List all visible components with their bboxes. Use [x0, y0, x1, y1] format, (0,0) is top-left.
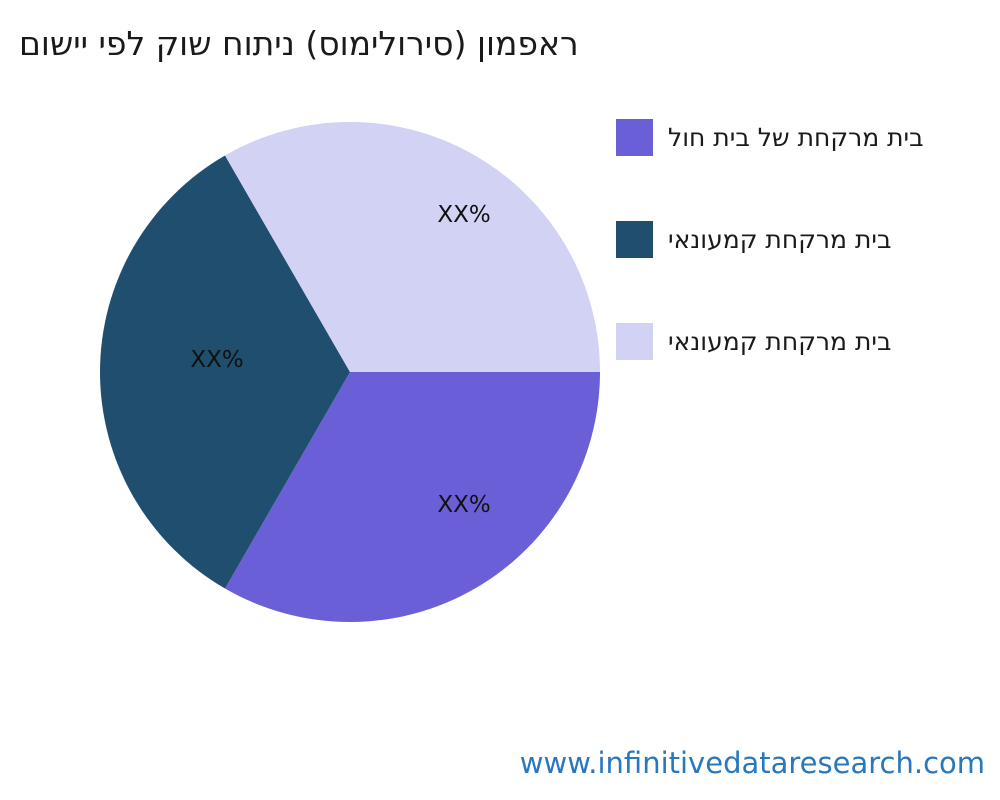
chart-title: ראפמון (סירולימוס) ניתוח שוק לפי יישום	[19, 24, 579, 63]
legend-swatch-retail-pharmacy	[616, 221, 653, 258]
legend-label-retail-pharmacy-2: בית מרקחת קמעונאי	[668, 327, 892, 356]
pie-percentage-label-hospital-pharmacy: XX%	[437, 492, 490, 518]
pie-slice-retail-pharmacy-2	[225, 122, 600, 372]
legend-swatch-hospital-pharmacy	[616, 119, 653, 156]
legend-label-retail-pharmacy: בית מרקחת קמעונאי	[668, 225, 892, 254]
legend: בית מרקחת של בית חול בית מרקחת קמעונאי ב…	[616, 119, 924, 360]
legend-item-retail-pharmacy: בית מרקחת קמעונאי	[616, 221, 924, 258]
pie-slice-retail-pharmacy	[100, 155, 350, 589]
pie-percentage-label-retail-pharmacy: XX%	[190, 347, 243, 373]
legend-item-hospital-pharmacy: בית מרקחת של בית חול	[616, 119, 924, 156]
legend-label-hospital-pharmacy: בית מרקחת של בית חול	[668, 123, 924, 152]
pie-percentage-label-retail-pharmacy-2: XX%	[437, 202, 490, 228]
legend-swatch-retail-pharmacy-2	[616, 323, 653, 360]
pie-slice-hospital-pharmacy	[225, 372, 600, 622]
footer-website-link[interactable]: www.infinitivedataresearch.com	[519, 746, 985, 780]
legend-item-retail-pharmacy-2: בית מרקחת קמעונאי	[616, 323, 924, 360]
